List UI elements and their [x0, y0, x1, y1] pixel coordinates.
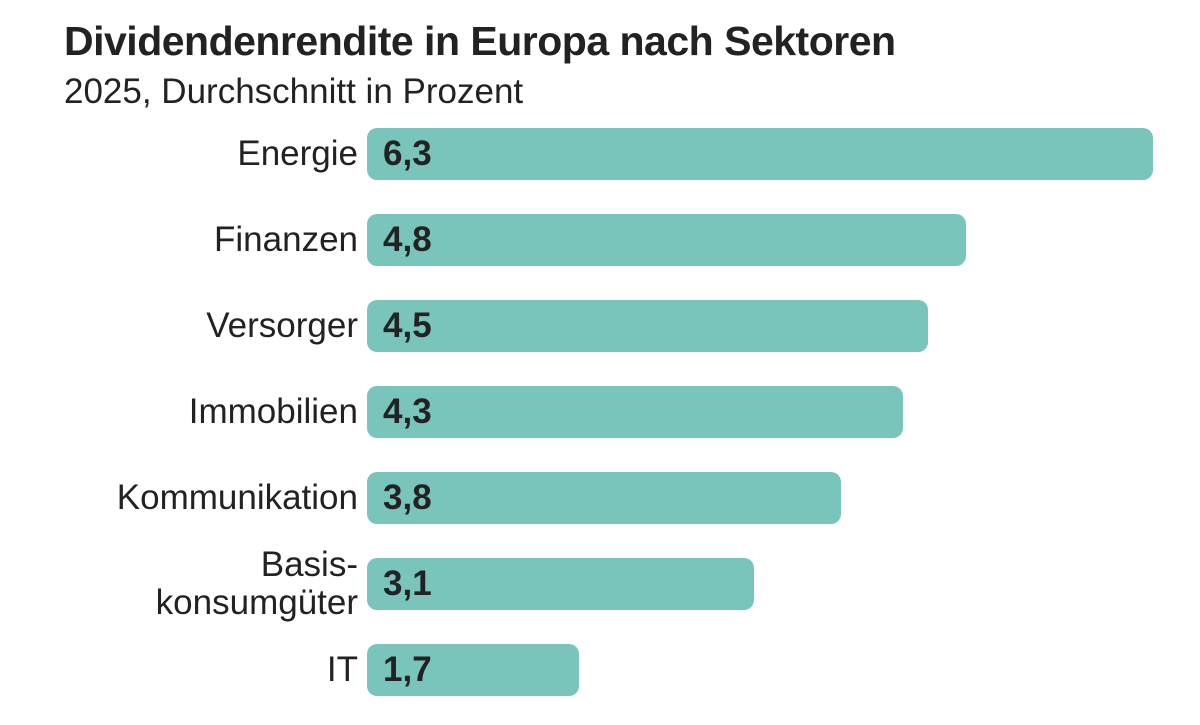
bar — [367, 214, 966, 266]
value-label: 4,5 — [383, 306, 432, 345]
value-label: 1,7 — [383, 650, 432, 689]
bar — [367, 558, 754, 610]
bar — [367, 128, 1153, 180]
category-label: Versorger — [206, 306, 358, 345]
chart-subtitle: 2025, Durchschnitt in Prozent — [64, 72, 524, 111]
value-label: 3,8 — [383, 478, 432, 517]
category-label: Energie — [237, 134, 358, 173]
category-label: IT — [326, 650, 358, 689]
category-label: Finanzen — [214, 220, 358, 259]
category-label: Immobilien — [188, 392, 358, 431]
bar — [367, 644, 580, 696]
value-label: 3,1 — [383, 564, 432, 603]
value-label: 4,3 — [383, 392, 432, 431]
bar — [367, 300, 929, 352]
category-label: Kommunikation — [116, 478, 358, 517]
value-label: 4,8 — [383, 220, 432, 259]
chart-title: Dividendenrendite in Europa nach Sektore… — [64, 18, 896, 64]
category-label: Basis- konsumgüter — [155, 545, 358, 622]
value-label: 6,3 — [383, 134, 432, 173]
bar — [367, 472, 842, 524]
bar — [367, 386, 904, 438]
